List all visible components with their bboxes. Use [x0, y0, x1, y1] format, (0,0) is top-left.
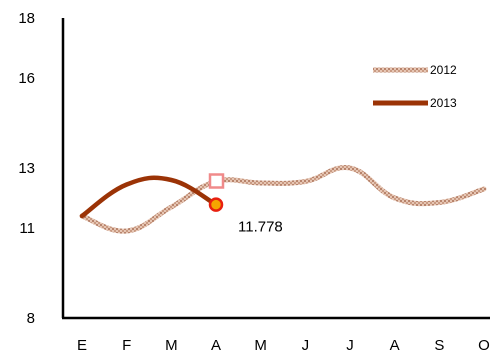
highlight-marker-2012 — [208, 173, 225, 189]
x-tick-label: J — [302, 337, 310, 354]
y-tick-label: 11 — [19, 220, 35, 237]
y-tick-label: 8 — [27, 310, 35, 327]
data-label-2013: 11.778 — [238, 219, 283, 236]
axes — [61, 18, 490, 320]
y-tick-label: 18 — [18, 10, 35, 27]
x-tick-label: M — [165, 337, 178, 354]
x-tick-label: A — [390, 337, 400, 354]
legend-label-2013: 2013 — [430, 96, 457, 110]
annotations: 11.778 — [208, 173, 283, 236]
x-tick-label: E — [77, 337, 87, 354]
legend-item-2012: 2012 — [373, 63, 457, 77]
x-tick-label: J — [346, 337, 354, 354]
series-line-2013 — [79, 175, 219, 219]
legend: 2012 2013 — [373, 63, 457, 110]
x-tick-label: A — [211, 337, 221, 354]
x-tick-label: M — [254, 337, 267, 354]
x-tick-label: S — [434, 337, 444, 354]
y-tick-label: 16 — [18, 70, 35, 87]
x-tick-label: F — [122, 337, 131, 354]
y-tick-labels: 8 11 13 16 18 — [18, 10, 35, 327]
highlight-marker-2013 — [208, 197, 224, 212]
series-line-2012 — [79, 165, 487, 234]
legend-label-2012: 2012 — [430, 63, 457, 77]
legend-item-2013: 2013 — [373, 96, 457, 110]
x-tick-label: O — [478, 337, 490, 354]
y-tick-label: 13 — [18, 160, 35, 177]
series-lines — [79, 165, 487, 234]
